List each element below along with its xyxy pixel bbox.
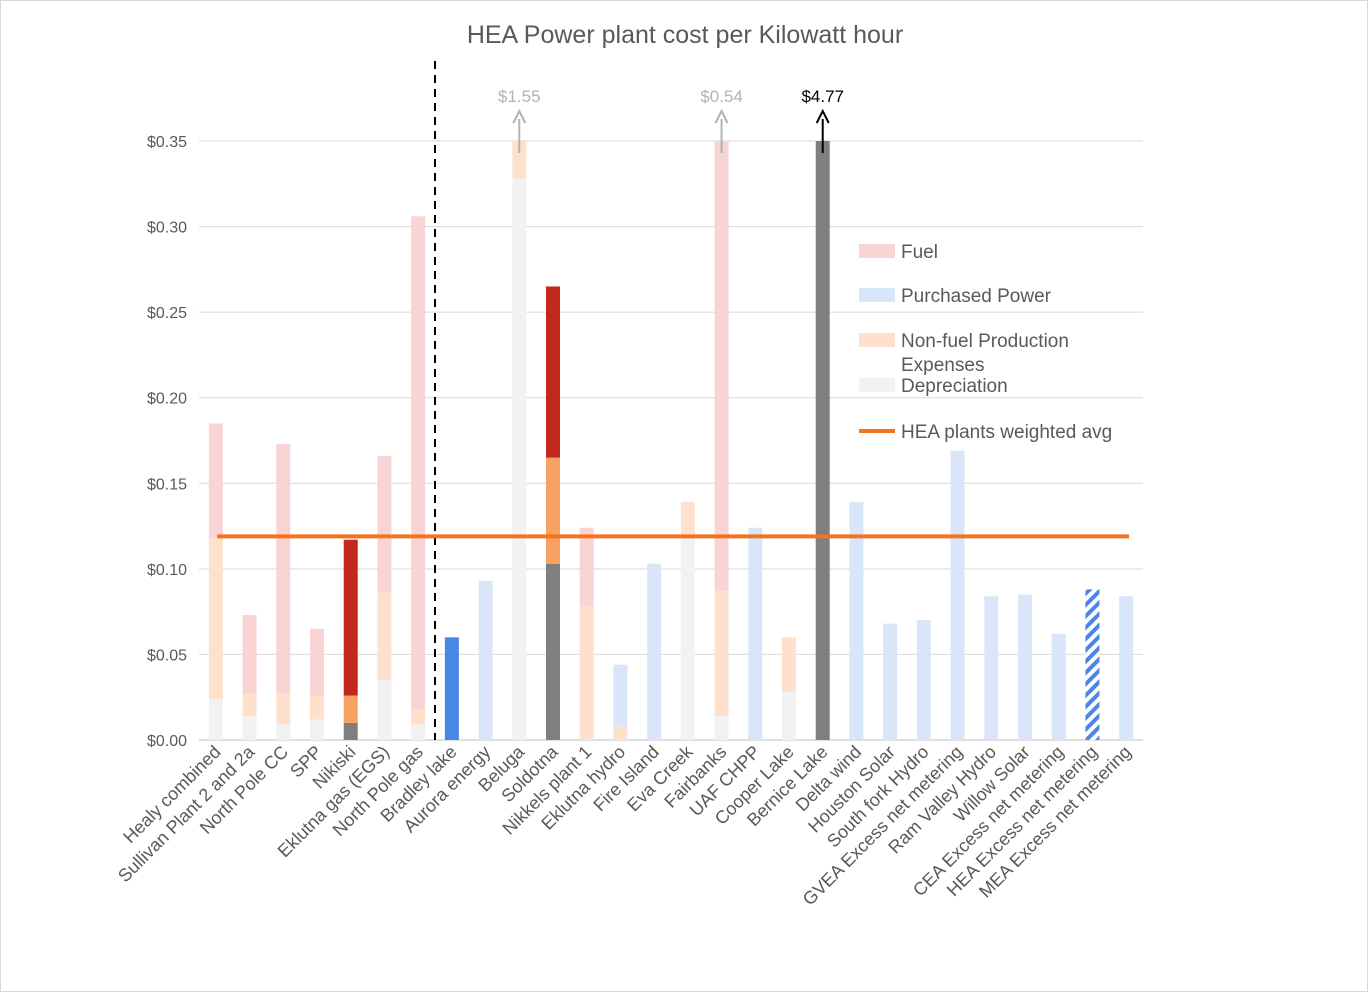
bar-spp-fuel xyxy=(310,628,324,696)
legend-swatch xyxy=(859,333,895,347)
bar-north-pole-gas-non-fuel-production-expenses xyxy=(411,709,426,725)
overflow-label: $4.77 xyxy=(801,87,844,106)
overflow-annotation-bernice-lake: $4.77 xyxy=(801,87,844,153)
bar-hea-excess-net-metering-purchased-power xyxy=(1085,589,1100,740)
chart-title: HEA Power plant cost per Kilowatt hour xyxy=(467,21,903,49)
y-tick-label: $0.10 xyxy=(147,562,187,579)
overflow-label: $1.55 xyxy=(498,87,541,106)
bar-beluga-non-fuel-production-expenses xyxy=(512,141,527,179)
legend-label: Purchased Power xyxy=(901,286,1052,307)
bar-houston-solar-purchased-power xyxy=(883,623,898,740)
bar-bradley-lake-purchased-power xyxy=(444,637,459,740)
overflow-annotation-beluga: $1.55 xyxy=(498,87,541,153)
legend-swatch xyxy=(859,288,895,302)
legend-swatch xyxy=(859,378,895,392)
bar-eva-creek-non-fuel-production-expenses xyxy=(680,502,695,539)
x-tick-label: Sullivan Plant 2 and 2a xyxy=(114,741,259,886)
bar-cea-excess-net-metering-purchased-power xyxy=(1051,633,1066,740)
bar-fairbanks-fuel xyxy=(714,141,729,592)
legend: Fuel Purchased Power Non-fuel Production E… xyxy=(859,242,1112,443)
bar-healy-combined-non-fuel-production-expenses xyxy=(208,538,223,699)
bar-fairbanks-non-fuel-production-expenses xyxy=(714,591,729,717)
bar-ram-valley-hydro-purchased-power xyxy=(984,596,999,740)
y-tick-label: $0.35 xyxy=(147,134,187,151)
bar-soldotna-non-fuel-production-expenses xyxy=(546,457,560,564)
bar-spp-non-fuel-production-expenses xyxy=(310,695,324,720)
legend-label: HEA plants weighted avg xyxy=(901,422,1112,443)
bar-north-pole-gas-depreciation xyxy=(411,724,426,740)
overflow-annotations: $1.55 $0.54 $4.77 xyxy=(498,87,844,153)
bar-north-pole-gas-fuel xyxy=(411,216,426,710)
bar-north-pole-cc-fuel xyxy=(276,443,291,694)
bar-willow-solar-purchased-power xyxy=(1018,594,1032,740)
bar-delta-wind-purchased-power xyxy=(849,502,864,740)
bar-north-pole-cc-depreciation xyxy=(276,724,291,740)
legend-item-non-fuel-production: Non-fuel Production Expenses xyxy=(859,331,1069,376)
legend-item-depreciation: Depreciation xyxy=(859,376,1008,397)
bar-cooper-lake-depreciation xyxy=(782,692,796,740)
bar-fire-island-purchased-power xyxy=(647,563,662,740)
bar-nikkels-plant-1-fuel xyxy=(579,527,594,607)
overflow-annotation-fairbanks: $0.54 xyxy=(700,87,743,153)
y-tick-label: $0.05 xyxy=(147,647,187,664)
overflow-arrow-head xyxy=(512,108,527,124)
bar-nikiski-fuel xyxy=(343,539,358,696)
bar-eklutna-hydro-purchased-power xyxy=(613,664,628,727)
bar-soldotna-depreciation xyxy=(546,563,560,740)
bar-healy-combined-fuel xyxy=(208,423,223,539)
bar-south-fork-hydro-purchased-power xyxy=(916,620,931,740)
legend-label: Non-fuel Production xyxy=(901,331,1069,352)
legend-swatch xyxy=(859,244,895,258)
bar-gvea-excess-net-metering-purchased-power xyxy=(950,450,965,740)
bar-nikkels-plant-1-non-fuel-production-expenses xyxy=(579,606,594,740)
bars xyxy=(208,61,1134,740)
overflow-arrow-head xyxy=(815,108,830,124)
bar-sullivan-plant-2-and-2a-fuel xyxy=(242,615,257,694)
bar-eklutna-hydro-non-fuel-production-expenses xyxy=(613,726,628,740)
bar-eklutna-gas-egs-non-fuel-production-expenses xyxy=(377,592,392,681)
bar-sullivan-plant-2-and-2a-depreciation xyxy=(242,716,257,740)
bar-healy-combined-depreciation xyxy=(208,698,223,740)
legend-item-purchased-power: Purchased Power xyxy=(859,286,1052,307)
legend-item-hea-plants-weighted-avg: HEA plants weighted avg xyxy=(859,422,1112,443)
y-tick-label: $0.15 xyxy=(147,476,187,493)
bar-aurora-energy-purchased-power xyxy=(478,580,493,740)
bar-bernice-lake-depreciation xyxy=(815,141,830,740)
bar-north-pole-cc-non-fuel-production-expenses xyxy=(276,693,291,725)
bar-nikiski-non-fuel-production-expenses xyxy=(343,695,358,723)
y-tick-label: $0.30 xyxy=(147,220,187,237)
y-tick-label: $0.25 xyxy=(147,305,187,322)
bar-nikiski-depreciation xyxy=(343,722,358,740)
bar-sullivan-plant-2-and-2a-non-fuel-production-expenses xyxy=(242,693,257,717)
bar-uaf-chpp-purchased-power xyxy=(748,527,763,740)
bar-beluga-depreciation xyxy=(512,178,527,740)
overflow-label: $0.54 xyxy=(700,87,743,106)
bar-cooper-lake-non-fuel-production-expenses xyxy=(782,637,796,693)
overflow-arrow-head xyxy=(714,108,729,124)
bar-mea-excess-net-metering-purchased-power xyxy=(1119,596,1134,740)
bar-fairbanks-depreciation xyxy=(714,716,729,740)
legend-item-fuel: Fuel xyxy=(859,242,938,263)
legend-label: Fuel xyxy=(901,242,938,263)
y-tick-label: $0.00 xyxy=(147,733,187,750)
legend-label: Depreciation xyxy=(901,376,1008,397)
y-axis: $0.00 $0.05 $0.10 $0.15 $0.20 $0.25 $0.30 $0.35 xyxy=(147,134,187,750)
legend-label-line2: Expenses xyxy=(901,355,984,376)
bar-soldotna-fuel xyxy=(546,286,560,458)
bar-eva-creek-depreciation xyxy=(680,538,695,740)
bar-eklutna-gas-egs-fuel xyxy=(377,455,392,593)
bar-spp-depreciation xyxy=(310,719,324,740)
y-tick-label: $0.20 xyxy=(147,391,187,408)
bar-eklutna-gas-egs-depreciation xyxy=(377,680,392,740)
